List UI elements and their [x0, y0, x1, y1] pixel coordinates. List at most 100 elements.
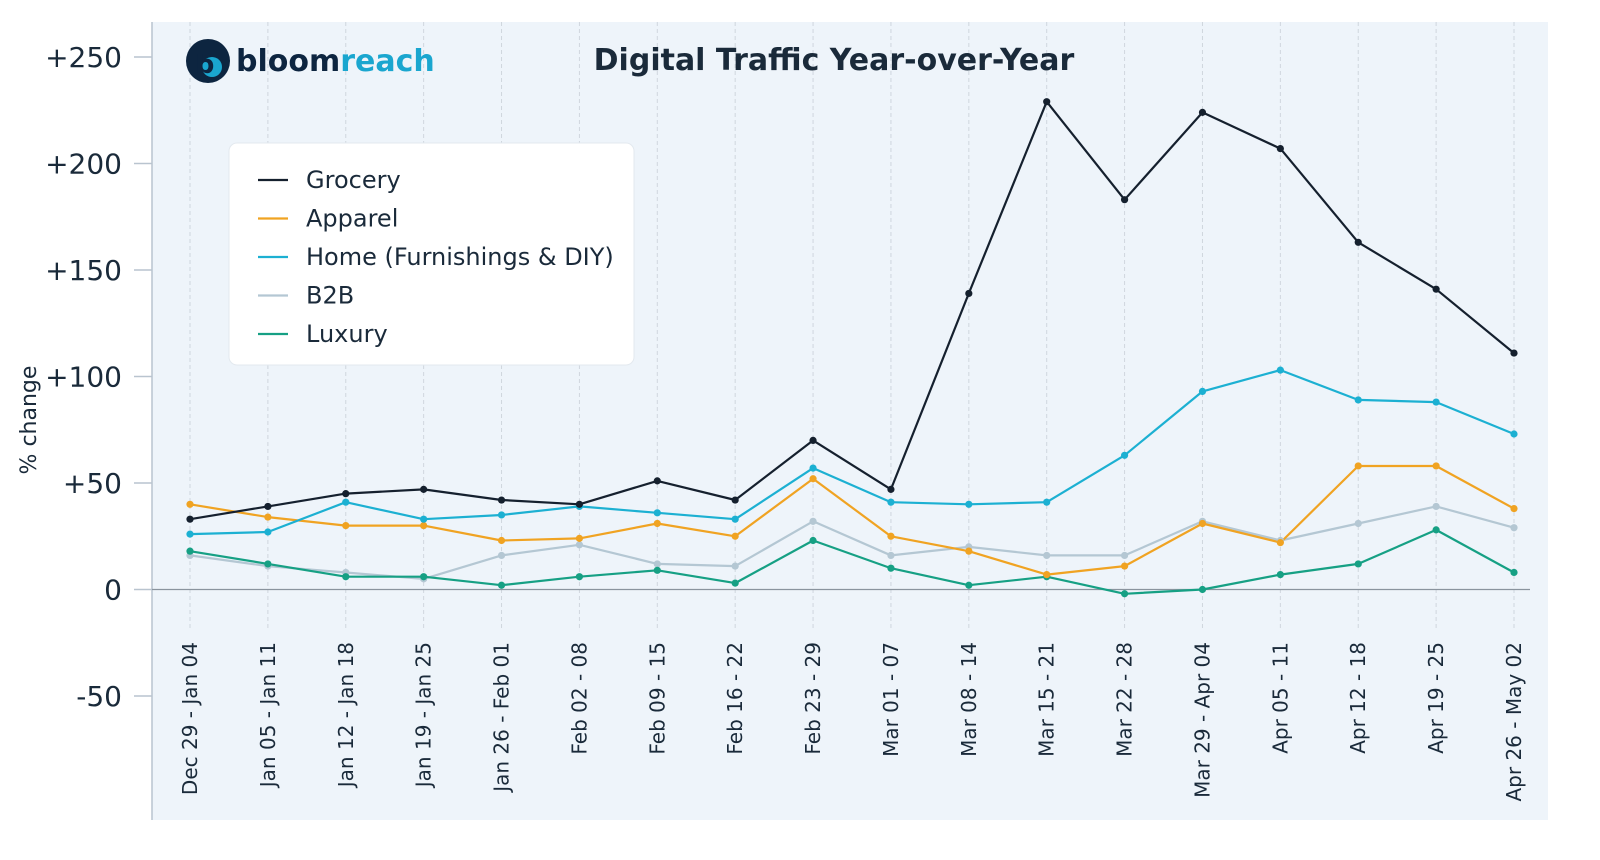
data-point-luxury	[1198, 585, 1207, 594]
x-tick-label: Jan 12 - Jan 18	[334, 642, 358, 789]
series-line-apparel	[188, 464, 1516, 576]
data-point-luxury	[887, 564, 895, 572]
data-point-grocery	[1198, 108, 1207, 116]
data-point-luxury	[186, 547, 194, 555]
data-point-grocery	[1120, 196, 1129, 204]
data-point-grocery	[1043, 98, 1051, 106]
data-point-home-furnishings-diy	[264, 528, 272, 536]
data-point-b2b	[1043, 551, 1051, 560]
legend-label-luxury: Luxury	[306, 320, 388, 348]
data-point-apparel	[887, 532, 895, 540]
vertical-gridlines	[189, 22, 1515, 630]
data-point-home-furnishings-diy	[1432, 398, 1440, 406]
data-point-grocery	[887, 485, 895, 493]
y-tick-label: +200	[45, 148, 122, 181]
logo-text-reach: reach	[340, 44, 435, 79]
data-point-apparel	[575, 534, 584, 542]
logo-text-bloom: bloom	[236, 44, 340, 79]
data-point-apparel	[653, 519, 661, 528]
data-point-luxury	[497, 581, 506, 589]
x-tick-label: Apr 19 - 25	[1424, 642, 1448, 754]
data-point-grocery	[575, 500, 584, 508]
y-tick-label: +150	[45, 254, 122, 287]
data-point-b2b	[1432, 502, 1440, 511]
y-axis-ticks: +250 +200 +150 +100 +50 0 -50	[45, 41, 152, 713]
data-point-luxury	[1432, 526, 1440, 534]
y-tick-label: +100	[45, 361, 122, 394]
series-lines	[188, 100, 1516, 595]
data-point-luxury	[264, 560, 272, 568]
data-point-home-furnishings-diy	[887, 498, 895, 506]
x-tick-label: Jan 05 - Jan 11	[256, 642, 280, 789]
x-tick-label: Mar 29 - Apr 04	[1190, 642, 1214, 798]
x-tick-label: Feb 02 - 08	[567, 642, 591, 755]
data-point-luxury	[731, 579, 739, 587]
legend-box	[228, 142, 635, 366]
data-point-grocery	[731, 496, 739, 504]
x-tick-label: Apr 12 - 18	[1346, 642, 1370, 754]
data-point-grocery	[264, 502, 272, 511]
data-point-luxury	[1510, 568, 1518, 577]
data-point-grocery	[342, 490, 350, 498]
data-point-luxury	[342, 573, 350, 581]
data-point-grocery	[1432, 285, 1440, 293]
y-tick-label: +250	[45, 41, 122, 74]
x-tick-label: Mar 22 - 28	[1113, 642, 1137, 757]
data-point-apparel	[420, 522, 428, 530]
data-point-apparel	[1043, 570, 1051, 579]
data-point-luxury	[1276, 570, 1284, 579]
data-point-grocery	[186, 515, 194, 523]
data-point-luxury	[965, 581, 973, 589]
data-point-apparel	[965, 547, 973, 555]
series-line-grocery	[188, 100, 1516, 521]
data-point-grocery	[420, 485, 428, 493]
data-point-apparel	[1510, 504, 1518, 513]
series-points	[186, 98, 1518, 598]
data-point-home-furnishings-diy	[653, 509, 661, 517]
legend-items: Grocery Apparel Home (Furnishings & DIY) B2…	[258, 166, 614, 348]
data-point-home-furnishings-diy	[342, 498, 350, 506]
data-point-luxury	[653, 566, 661, 574]
data-point-grocery	[1354, 238, 1362, 246]
x-tick-label: Jan 19 - Jan 25	[412, 642, 436, 789]
data-point-home-furnishings-diy	[186, 530, 194, 538]
data-point-grocery	[653, 477, 661, 485]
y-tick-label: +50	[63, 467, 122, 500]
series-line-home-furnishings-diy	[188, 369, 1516, 536]
data-point-home-furnishings-diy	[1510, 430, 1518, 438]
logo-mark-accent-icon	[202, 57, 222, 77]
data-point-b2b	[731, 562, 739, 570]
data-point-grocery	[809, 436, 817, 444]
data-point-b2b	[1510, 524, 1518, 532]
data-point-home-furnishings-diy	[809, 464, 817, 472]
data-point-grocery	[965, 289, 973, 298]
data-point-grocery	[497, 496, 506, 504]
data-point-luxury	[1354, 560, 1362, 568]
y-tick-label: 0	[104, 574, 122, 607]
data-point-b2b	[1120, 551, 1129, 560]
legend-label-b2b: B2B	[306, 282, 354, 310]
data-point-apparel	[1276, 539, 1284, 547]
data-point-b2b	[1354, 519, 1362, 528]
logo-mark-letter: b	[196, 50, 215, 80]
data-point-home-furnishings-diy	[1043, 498, 1051, 506]
x-tick-label: Feb 23 - 29	[801, 642, 825, 755]
y-axis-title: % change	[17, 366, 42, 475]
logo-wordmark: bloomreach	[236, 44, 435, 79]
legend-label-home-furnishings-diy: Home (Furnishings & DIY)	[306, 243, 614, 271]
chart-title: Digital Traffic Year-over-Year	[594, 43, 1075, 78]
plot-background	[152, 22, 1548, 820]
data-point-b2b	[497, 551, 506, 560]
data-point-home-furnishings-diy	[1276, 366, 1284, 374]
series-line-b2b	[188, 505, 1516, 580]
bloomreach-logo: b bloomreach	[186, 39, 435, 83]
data-point-home-furnishings-diy	[1120, 451, 1129, 459]
data-point-home-furnishings-diy	[497, 511, 506, 519]
data-point-apparel	[497, 536, 506, 545]
data-point-luxury	[420, 573, 428, 581]
x-tick-label: Mar 08 - 14	[957, 642, 981, 757]
x-tick-label: Feb 16 - 22	[723, 642, 747, 755]
series-line-luxury	[188, 528, 1516, 595]
data-point-apparel	[186, 500, 194, 508]
